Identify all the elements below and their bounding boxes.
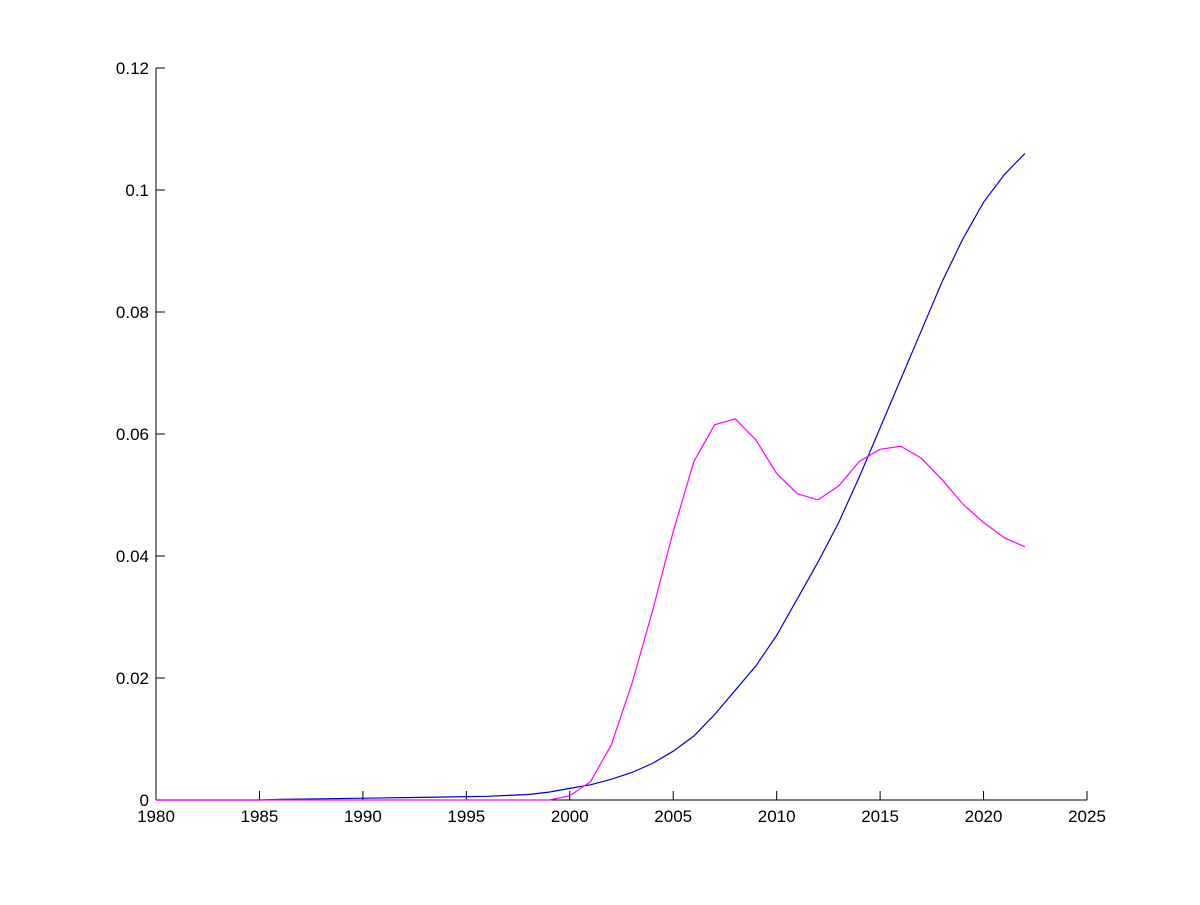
x-tick-label: 1995: [447, 807, 485, 826]
x-tick-label: 2010: [758, 807, 796, 826]
x-tick-label: 2020: [965, 807, 1003, 826]
y-tick-label: 0.08: [116, 303, 149, 322]
axes: 1980 1985 1990 1995 2000 2005 2010 2015 2020 2025…: [116, 59, 1106, 826]
series-line-0: [156, 152, 1026, 801]
plot-lines: [156, 152, 1026, 801]
x-tick-label: 2015: [861, 807, 899, 826]
y-tick-label: 0.06: [116, 425, 149, 444]
x-tick-label: 1985: [241, 807, 279, 826]
x-tick-label: 2025: [1068, 807, 1106, 826]
y-tick-label: 0: [140, 791, 149, 810]
y-tick-label: 0.02: [116, 669, 149, 688]
x-tick-label: 1990: [344, 807, 382, 826]
series-line-1: [156, 418, 1026, 801]
y-tick-label: 0.04: [116, 547, 149, 566]
y-tick-label: 0.1: [125, 181, 149, 200]
x-tick-label: 2000: [551, 807, 589, 826]
y-tick-label: 0.12: [116, 59, 149, 78]
x-tick-label: 2005: [654, 807, 692, 826]
x-tick-label: 1980: [137, 807, 175, 826]
